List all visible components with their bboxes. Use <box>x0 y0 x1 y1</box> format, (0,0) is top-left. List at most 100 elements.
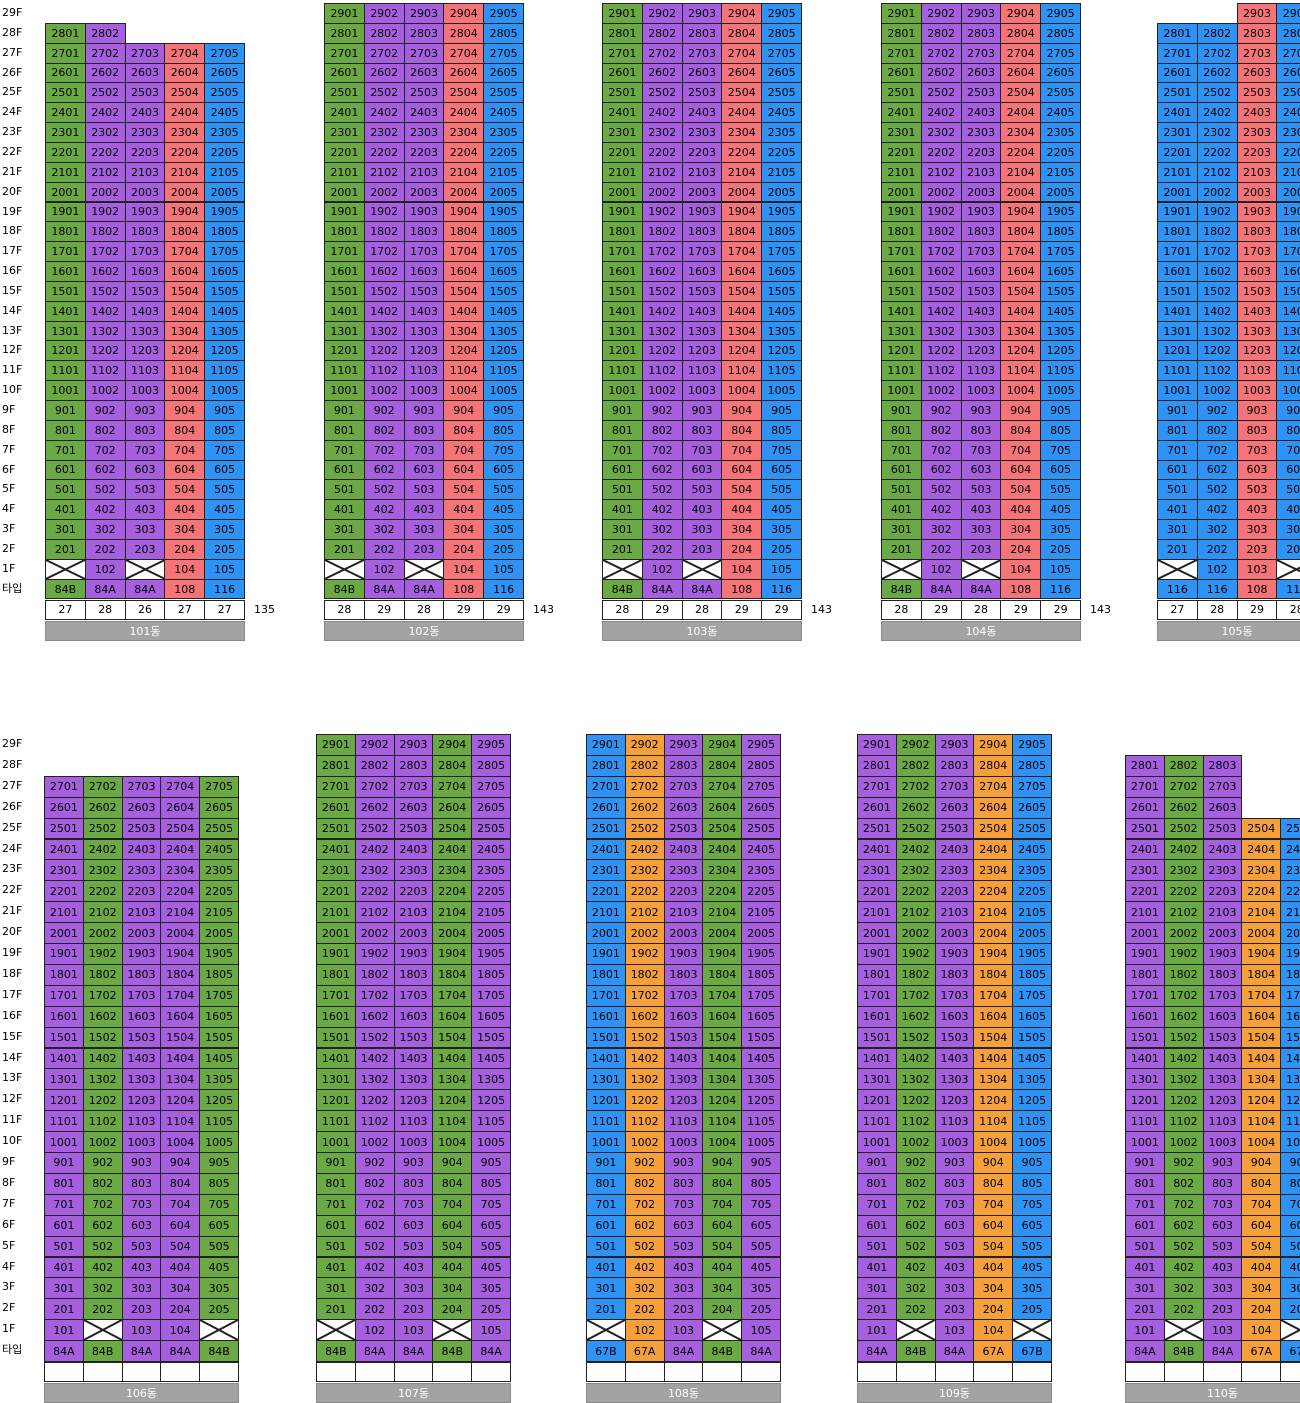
unit-cell[interactable]: 203 <box>1202 1298 1243 1321</box>
unit-cell[interactable]: 501 <box>602 479 643 501</box>
unit-cell[interactable]: 704 <box>1241 1193 1282 1216</box>
unit-cell[interactable]: 2401 <box>857 838 897 861</box>
unit-cell[interactable]: 1801 <box>857 963 897 986</box>
unit-cell[interactable]: 304 <box>973 1277 1014 1300</box>
unit-cell[interactable]: 2405 <box>741 838 781 861</box>
unit-cell[interactable]: 801 <box>1125 1172 1165 1195</box>
unit-cell[interactable]: 1001 <box>1157 380 1198 401</box>
unit-cell[interactable]: 602 <box>1196 459 1238 481</box>
unit-cell[interactable]: 1005 <box>761 380 802 401</box>
unit-cell[interactable]: 1505 <box>199 1026 239 1049</box>
unit-cell[interactable]: 1501 <box>44 1026 84 1049</box>
unit-cell[interactable]: 602 <box>895 1214 936 1237</box>
unit-cell[interactable]: 2904 <box>721 3 763 24</box>
unit-cell[interactable]: 203 <box>121 1298 162 1321</box>
unit-cell[interactable]: 1005 <box>1280 1131 1300 1153</box>
unit-cell[interactable]: 2701 <box>1157 42 1198 64</box>
unit-cell[interactable]: 803 <box>393 1172 434 1195</box>
unit-cell[interactable]: 2204 <box>973 880 1014 903</box>
unit-cell[interactable]: 1702 <box>641 241 683 263</box>
unit-cell[interactable]: 2701 <box>586 775 626 798</box>
unit-cell[interactable]: 2801 <box>324 22 365 44</box>
unit-cell[interactable]: 2003 <box>393 922 434 944</box>
unit-cell[interactable]: 904 <box>973 1152 1014 1174</box>
unit-cell[interactable]: 1902 <box>1196 201 1238 223</box>
unit-cell[interactable]: 1702 <box>895 984 936 1007</box>
unit-cell[interactable]: 603 <box>403 459 445 481</box>
unit-cell[interactable]: 301 <box>857 1277 897 1300</box>
unit-cell[interactable]: 2703 <box>403 42 445 64</box>
unit-cell[interactable]: 2402 <box>363 102 405 124</box>
unit-cell[interactable]: 2502 <box>82 817 123 840</box>
unit-cell[interactable]: 2103 <box>121 901 162 924</box>
unit-cell[interactable]: 1403 <box>934 1047 975 1070</box>
unit-cell[interactable]: 1202 <box>84 340 126 362</box>
unit-cell[interactable]: 2202 <box>624 880 665 903</box>
unit-cell[interactable]: 2101 <box>857 901 897 924</box>
unit-cell[interactable]: 504 <box>1241 1235 1282 1258</box>
unit-cell[interactable]: 1504 <box>721 280 763 302</box>
unit-cell[interactable]: 1201 <box>602 340 643 362</box>
unit-cell[interactable]: 103 <box>393 1319 434 1342</box>
unit-cell[interactable]: 801 <box>324 419 365 441</box>
unit-cell[interactable]: 2704 <box>1276 42 1300 64</box>
unit-cell[interactable]: 1303 <box>934 1068 975 1091</box>
unit-cell[interactable]: 1804 <box>160 963 201 986</box>
unit-cell[interactable]: 604 <box>432 1214 473 1237</box>
unit-cell[interactable]: 204 <box>164 538 206 560</box>
unit-cell[interactable]: 2303 <box>124 122 166 143</box>
unit-cell[interactable]: 1903 <box>393 943 434 965</box>
unit-cell[interactable]: 1401 <box>44 1047 84 1070</box>
unit-cell[interactable]: 1204 <box>443 340 485 362</box>
unit-cell[interactable]: 2905 <box>471 734 511 756</box>
unit-cell[interactable]: 2601 <box>1157 62 1198 84</box>
unit-cell[interactable]: 1704 <box>702 984 743 1007</box>
unit-cell[interactable]: 1502 <box>354 1026 395 1049</box>
unit-cell[interactable]: 802 <box>1163 1172 1204 1195</box>
unit-cell[interactable]: 1902 <box>84 201 126 223</box>
unit-cell[interactable]: 1601 <box>316 1005 356 1028</box>
unit-cell[interactable]: 401 <box>857 1256 897 1279</box>
unit-cell[interactable]: 701 <box>586 1193 626 1216</box>
unit-cell[interactable]: 501 <box>586 1235 626 1258</box>
unit-cell[interactable]: 2302 <box>354 859 395 882</box>
unit-cell[interactable]: 601 <box>45 459 86 481</box>
unit-cell[interactable]: 2103 <box>124 161 166 183</box>
unit-cell[interactable]: 1202 <box>82 1089 123 1112</box>
unit-cell[interactable]: 202 <box>920 538 962 560</box>
unit-cell[interactable]: 1105 <box>199 1110 239 1133</box>
unit-cell[interactable]: 1705 <box>1040 241 1081 263</box>
unit-cell[interactable]: 2604 <box>721 62 763 84</box>
unit-cell[interactable]: 1601 <box>857 1005 897 1028</box>
unit-cell[interactable]: 2204 <box>443 141 485 163</box>
unit-cell[interactable]: 1004 <box>1000 380 1042 401</box>
unit-cell[interactable]: 1901 <box>44 943 84 965</box>
unit-cell[interactable]: 305 <box>1040 519 1081 540</box>
unit-cell[interactable]: 201 <box>1125 1298 1165 1321</box>
unit-cell[interactable]: 1103 <box>393 1110 434 1133</box>
unit-cell[interactable]: 1604 <box>973 1005 1014 1028</box>
unit-cell[interactable]: 804 <box>702 1172 743 1195</box>
unit-cell[interactable]: 2901 <box>316 734 356 756</box>
unit-cell[interactable]: 1402 <box>84 300 126 322</box>
unit-cell[interactable]: 401 <box>586 1256 626 1279</box>
unit-cell[interactable]: 1004 <box>973 1131 1014 1153</box>
unit-cell[interactable]: 2804 <box>443 22 485 44</box>
unit-cell[interactable]: 1603 <box>124 261 166 282</box>
unit-cell[interactable]: 2301 <box>44 859 84 882</box>
unit-cell[interactable]: 1701 <box>316 984 356 1007</box>
unit-cell[interactable]: 402 <box>895 1256 936 1279</box>
unit-cell[interactable]: 301 <box>881 519 922 540</box>
unit-cell[interactable]: 2804 <box>1000 22 1042 44</box>
unit-cell[interactable]: 2403 <box>1202 838 1243 861</box>
unit-cell[interactable]: 2403 <box>121 838 162 861</box>
unit-cell[interactable]: 1204 <box>164 340 206 362</box>
unit-cell[interactable]: 804 <box>164 419 206 441</box>
unit-cell[interactable]: 2601 <box>45 62 86 84</box>
unit-cell[interactable]: 204 <box>443 538 485 560</box>
unit-cell[interactable]: 504 <box>721 479 763 501</box>
unit-cell[interactable]: 102 <box>641 558 683 580</box>
unit-cell[interactable]: 2105 <box>741 901 781 924</box>
unit-cell[interactable]: 301 <box>45 519 86 540</box>
unit-cell[interactable]: 204 <box>160 1298 201 1321</box>
